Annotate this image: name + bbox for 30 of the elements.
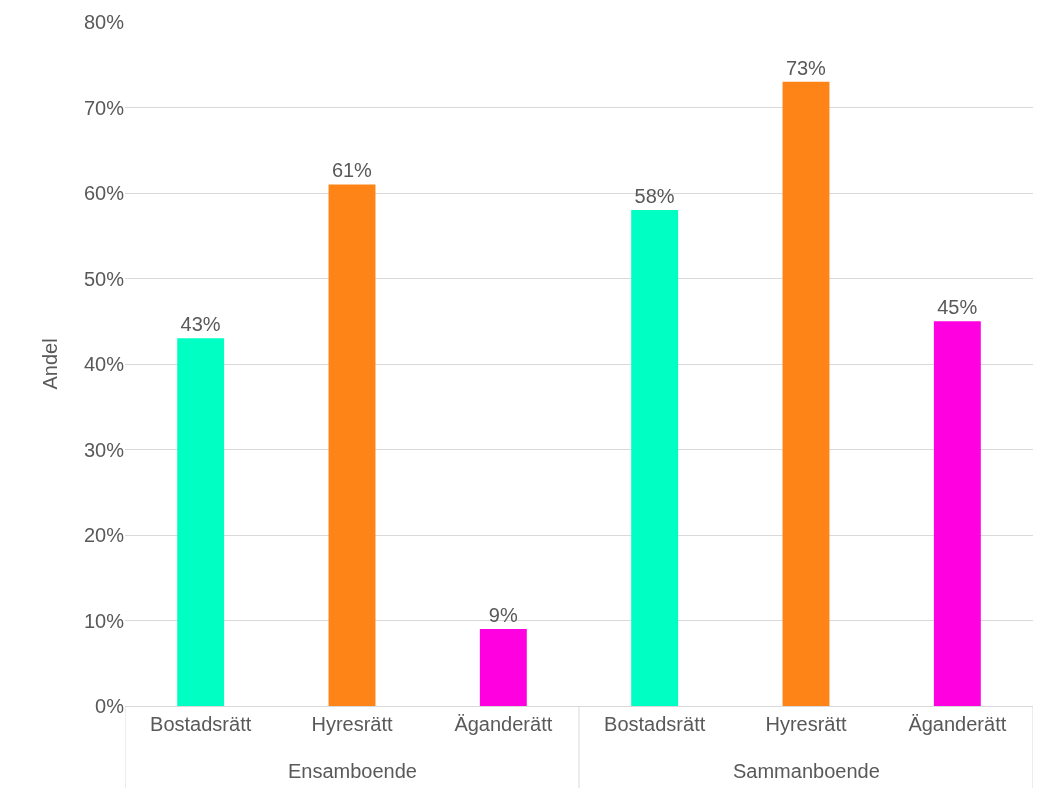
- bar: [782, 81, 830, 706]
- x-tick-label: Hyresrätt: [311, 713, 393, 735]
- y-tick-label: 0%: [95, 695, 125, 717]
- y-tick-label: 70%: [83, 96, 125, 119]
- data-label: 43%: [180, 313, 221, 336]
- y-tick-label: 30%: [83, 438, 125, 461]
- data-label: 61%: [331, 159, 373, 182]
- bar: [479, 629, 527, 706]
- data-label: 9%: [488, 604, 518, 627]
- bar: [177, 338, 225, 706]
- data-label: 58%: [634, 185, 675, 208]
- x-tick-label: Bostadsrätt: [604, 713, 706, 735]
- y-tick-label: 40%: [83, 353, 125, 375]
- y-tick-label: 80%: [83, 11, 125, 33]
- bar: [631, 210, 679, 706]
- y-tick-label: 20%: [83, 524, 125, 546]
- x-tick-label: Äganderätt: [908, 713, 1007, 735]
- x-tick-label: Äganderätt: [454, 713, 553, 735]
- x-tick-label: Hyresrätt: [765, 713, 847, 735]
- text: Sammanboende: [733, 760, 880, 782]
- bar: [933, 321, 981, 706]
- y-tick-label: 60%: [83, 182, 125, 204]
- data-label: 45%: [937, 296, 978, 319]
- text: Ensamboende: [288, 760, 417, 782]
- y-axis-title: Andel: [39, 338, 62, 390]
- x-tick-label: Bostadsrätt: [150, 713, 252, 735]
- y-tick-label: 50%: [83, 267, 125, 290]
- y-tick-label: 10%: [83, 609, 125, 632]
- data-label: 73%: [785, 56, 827, 79]
- bar: [328, 184, 376, 706]
